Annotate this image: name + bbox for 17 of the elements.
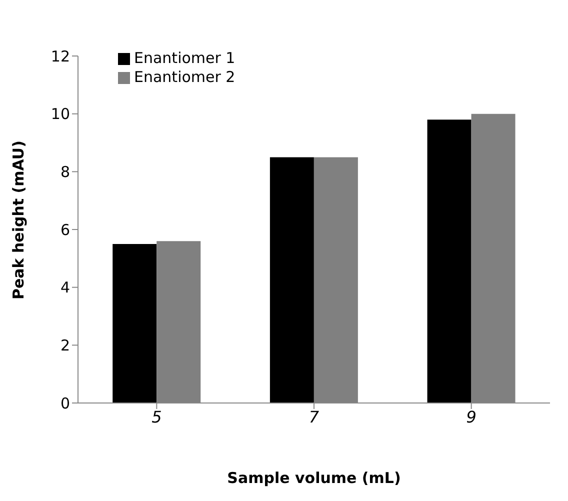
y-axis-title: Peak height (mAU) <box>9 140 28 300</box>
x-tick-label: 7 <box>308 407 320 426</box>
bar <box>270 157 314 403</box>
x-tick-label: 5 <box>152 407 162 426</box>
legend-label: Enantiomer 1 <box>134 49 236 67</box>
legend-label: Enantiomer 2 <box>134 68 236 86</box>
bar <box>427 120 472 403</box>
y-tick-label: 2 <box>60 336 70 354</box>
y-tick-label: 10 <box>50 105 70 124</box>
y-tick-label: 12 <box>50 47 70 66</box>
y-tick-label: 4 <box>60 278 70 297</box>
bar <box>112 244 157 403</box>
y-tick-label: 6 <box>60 220 70 239</box>
y-tick-label: 0 <box>60 394 70 412</box>
x-tick-label: 9 <box>466 407 476 426</box>
x-axis-title: Sample volume (mL) <box>227 469 401 487</box>
y-tick-label: 8 <box>60 162 70 181</box>
